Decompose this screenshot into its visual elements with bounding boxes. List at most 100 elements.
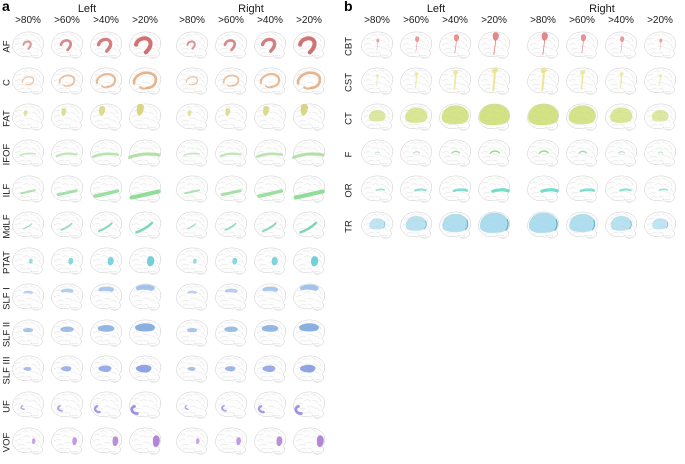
tract-overlay (261, 222, 277, 233)
tract-overlay (257, 189, 284, 198)
tract-overlay (374, 151, 381, 154)
brain-thumbnail (90, 247, 123, 275)
tract-shape (259, 73, 281, 88)
tract-overlay (376, 38, 380, 51)
tract-overlay (442, 213, 469, 233)
brain-silhouette (176, 103, 209, 131)
tract-shape (541, 69, 545, 92)
tract-shape (451, 150, 460, 154)
tract-overlay (618, 151, 626, 154)
tract-shape (554, 219, 558, 231)
brain-thumbnail (439, 175, 472, 203)
brain-silhouette (176, 427, 209, 455)
brain-thumbnail (439, 67, 472, 95)
brain-thumbnail (254, 175, 287, 203)
brain-silhouette (215, 103, 248, 131)
tract-overlay (193, 258, 197, 264)
tract-overlay (152, 435, 160, 448)
tract-overlay (55, 152, 78, 158)
tract-row-label-ct: CT (343, 112, 355, 125)
tract-shape (568, 105, 596, 125)
brain-thumbnail (254, 139, 287, 167)
tract-shape (452, 188, 469, 193)
brain-thumbnail (12, 103, 45, 131)
tract-shape (56, 189, 78, 197)
tract-overlay (60, 326, 74, 332)
brain-thumbnail (51, 175, 84, 203)
brain-thumbnail (215, 247, 248, 275)
brain-thumbnail (90, 31, 123, 59)
tract-shape (219, 152, 242, 158)
brain-thumbnail (176, 427, 209, 455)
tract-shape (294, 405, 303, 415)
brain-thumbnail (605, 139, 638, 167)
tract-overlay (186, 40, 196, 50)
tract-overlay (452, 188, 469, 193)
tract-shape (185, 76, 199, 86)
brain-thumbnail (90, 283, 123, 311)
brain-silhouette (51, 247, 84, 275)
brain-silhouette (254, 247, 287, 275)
brain-thumbnail (12, 427, 45, 455)
hemisphere-header-left: Left (77, 3, 97, 15)
tract-shape (492, 69, 496, 92)
tract-overlay (271, 257, 278, 266)
tract-shape (659, 75, 661, 87)
threshold-header: >40% (442, 15, 468, 26)
brain-thumbnail (12, 139, 45, 167)
brain-silhouette (51, 175, 84, 203)
threshold-header: >20% (647, 15, 673, 26)
tract-row-label-or: OR (343, 183, 355, 198)
tract-shape (128, 152, 161, 159)
tract-shape (610, 216, 632, 231)
tract-shape (265, 85, 273, 89)
brain-thumbnail (176, 175, 209, 203)
tract-shape (187, 223, 197, 230)
tract-overlay (136, 103, 144, 116)
tract-overlay (300, 103, 308, 116)
brain-silhouette (293, 247, 326, 275)
tract-overlay (491, 188, 510, 193)
tract-shape (619, 188, 632, 192)
brain-thumbnail (293, 211, 326, 239)
tract-shape (659, 38, 663, 43)
tract-overlay (580, 34, 587, 54)
brain-thumbnail (215, 103, 248, 131)
tract-overlay (20, 189, 37, 195)
tract-overlay (23, 366, 32, 371)
brain-silhouette (51, 283, 84, 311)
brain-thumbnail (12, 31, 45, 59)
brain-thumbnail (400, 139, 433, 167)
brain-thumbnail (215, 139, 248, 167)
tract-shape (20, 405, 25, 411)
brain-thumbnail (176, 247, 209, 275)
hemisphere-header-right: Right (589, 3, 615, 15)
tract-shape (147, 256, 155, 267)
brain-thumbnail (51, 427, 84, 455)
brain-thumbnail (400, 211, 433, 239)
tract-shape (220, 189, 242, 197)
brain-thumbnail (12, 247, 45, 275)
brain-thumbnail (128, 139, 162, 167)
tract-shape (441, 105, 469, 125)
tract-overlay (184, 189, 201, 195)
tract-shape (415, 41, 418, 52)
brain-thumbnail (215, 319, 248, 347)
brain-thumbnail (176, 319, 209, 347)
tract-shape (193, 258, 197, 264)
tract-shape (620, 36, 625, 42)
tract-overlay (298, 36, 317, 55)
brain-thumbnail (129, 319, 162, 347)
tract-shape (580, 34, 587, 42)
tract-shape (23, 223, 33, 230)
brain-silhouette (400, 139, 433, 167)
tract-overlay (259, 73, 281, 89)
brain-silhouette (90, 175, 123, 203)
brain-silhouette (215, 247, 248, 275)
tract-overlay (261, 324, 279, 332)
tract-overlay (255, 152, 284, 158)
brain-thumbnail (439, 103, 472, 131)
brain-silhouette (12, 211, 45, 239)
tract-overlay (32, 438, 36, 445)
